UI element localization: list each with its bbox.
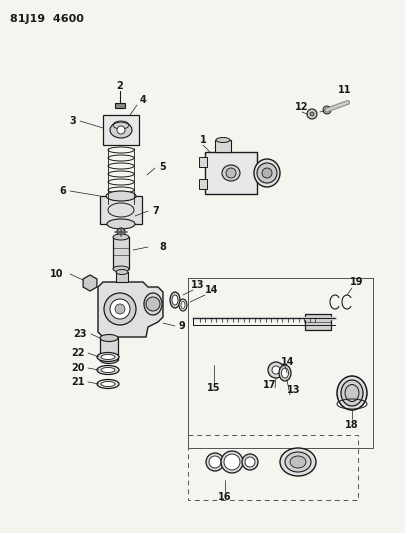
Ellipse shape — [97, 379, 119, 389]
Text: 17: 17 — [262, 380, 276, 390]
Ellipse shape — [107, 219, 135, 229]
Ellipse shape — [344, 384, 358, 401]
Ellipse shape — [100, 335, 118, 342]
Text: 21: 21 — [71, 377, 85, 387]
Polygon shape — [83, 275, 97, 291]
Ellipse shape — [181, 302, 185, 309]
Circle shape — [104, 293, 136, 325]
Ellipse shape — [170, 292, 179, 308]
Bar — [116, 272, 128, 282]
Bar — [115, 103, 125, 108]
Circle shape — [117, 126, 125, 134]
Bar — [205, 152, 256, 194]
Circle shape — [224, 454, 239, 470]
Circle shape — [244, 457, 254, 467]
Circle shape — [117, 228, 125, 236]
Text: 18: 18 — [344, 420, 358, 430]
Ellipse shape — [215, 138, 230, 142]
Text: 4: 4 — [139, 95, 146, 105]
Text: 1: 1 — [199, 135, 206, 145]
Ellipse shape — [336, 376, 366, 410]
Bar — [304, 314, 330, 330]
Text: 13: 13 — [191, 280, 204, 290]
Ellipse shape — [101, 367, 115, 373]
Ellipse shape — [116, 270, 128, 274]
Bar — [100, 338, 118, 360]
Bar — [100, 196, 142, 224]
Bar — [113, 237, 129, 269]
Text: 19: 19 — [350, 277, 363, 287]
Text: 81J19  4600: 81J19 4600 — [10, 14, 84, 24]
Text: 12: 12 — [294, 102, 308, 112]
Circle shape — [226, 168, 235, 178]
Circle shape — [267, 362, 284, 378]
Text: 5: 5 — [159, 162, 166, 172]
Text: 13: 13 — [287, 385, 300, 395]
Ellipse shape — [289, 456, 305, 468]
Bar — [198, 157, 207, 167]
Circle shape — [205, 453, 224, 471]
Ellipse shape — [97, 352, 119, 361]
Circle shape — [309, 112, 313, 116]
Bar — [215, 140, 230, 152]
Text: 20: 20 — [71, 363, 85, 373]
Text: 9: 9 — [178, 321, 185, 331]
Text: 15: 15 — [207, 383, 220, 393]
Text: 16: 16 — [218, 492, 231, 502]
Ellipse shape — [101, 354, 115, 359]
Circle shape — [220, 451, 243, 473]
Ellipse shape — [101, 382, 115, 386]
Ellipse shape — [97, 366, 119, 375]
Text: 6: 6 — [60, 186, 66, 196]
Ellipse shape — [284, 452, 310, 472]
Text: 14: 14 — [281, 357, 294, 367]
Ellipse shape — [279, 448, 315, 476]
Circle shape — [209, 456, 220, 468]
Bar — [188, 278, 372, 448]
Circle shape — [261, 168, 271, 178]
Text: 22: 22 — [71, 348, 85, 358]
Ellipse shape — [278, 365, 290, 381]
Circle shape — [241, 454, 257, 470]
Bar — [198, 179, 207, 189]
Circle shape — [110, 299, 130, 319]
Bar — [188, 435, 357, 500]
Ellipse shape — [172, 295, 177, 305]
Text: 23: 23 — [73, 329, 87, 339]
Ellipse shape — [179, 299, 187, 311]
Circle shape — [306, 109, 316, 119]
Ellipse shape — [113, 266, 129, 272]
Circle shape — [104, 122, 116, 134]
Text: 14: 14 — [205, 285, 218, 295]
Circle shape — [256, 163, 276, 183]
Circle shape — [271, 366, 279, 374]
Circle shape — [146, 297, 160, 311]
Circle shape — [108, 126, 112, 130]
Text: 2: 2 — [116, 81, 123, 91]
Text: 7: 7 — [152, 206, 159, 216]
Text: 11: 11 — [337, 85, 351, 95]
Circle shape — [322, 106, 330, 114]
Ellipse shape — [340, 380, 362, 406]
Ellipse shape — [281, 368, 288, 378]
Ellipse shape — [144, 293, 162, 315]
Ellipse shape — [222, 165, 239, 181]
Text: 10: 10 — [50, 269, 64, 279]
Ellipse shape — [254, 159, 279, 187]
Ellipse shape — [113, 234, 129, 240]
Circle shape — [115, 304, 125, 314]
Polygon shape — [98, 282, 162, 337]
Text: 8: 8 — [159, 242, 166, 252]
Bar — [188, 278, 372, 448]
Ellipse shape — [110, 122, 132, 138]
Text: 3: 3 — [69, 116, 76, 126]
Bar — [103, 115, 139, 145]
Ellipse shape — [106, 191, 136, 201]
Ellipse shape — [100, 357, 118, 364]
